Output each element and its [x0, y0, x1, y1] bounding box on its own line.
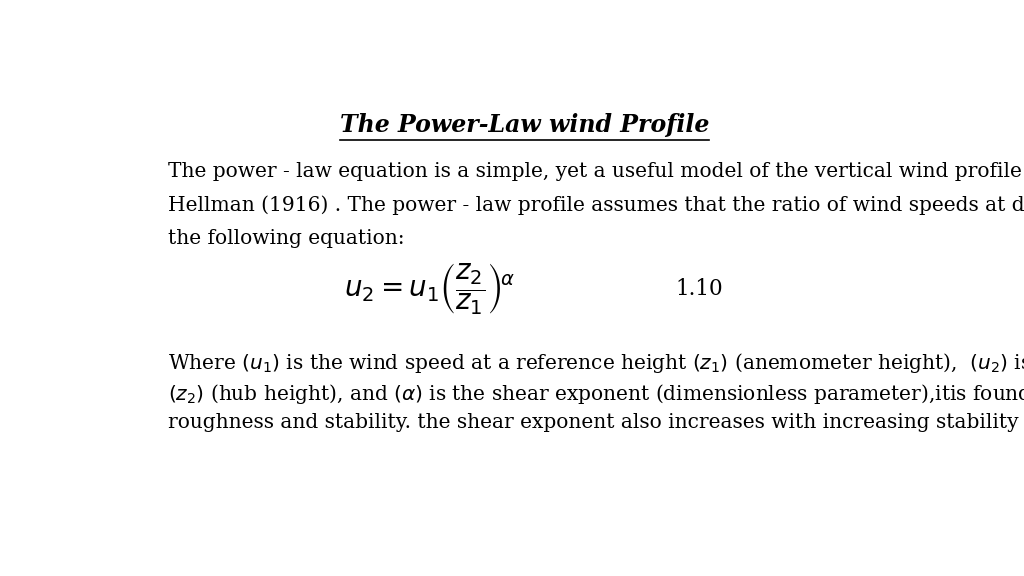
- Text: the following equation:: the following equation:: [168, 229, 404, 248]
- Text: The Power-Law wind Profile: The Power-Law wind Profile: [340, 113, 710, 138]
- Text: 1.10: 1.10: [676, 278, 723, 300]
- Text: Where $(u_1)$ is the wind speed at a reference height $(z_1)$ (anemometer height: Where $(u_1)$ is the wind speed at a ref…: [168, 351, 1024, 375]
- Text: The power - law equation is a simple, yet a useful model of the vertical wind pr: The power - law equation is a simple, ye…: [168, 162, 1024, 181]
- Text: roughness and stability. the shear exponent also increases with increasing stabi: roughness and stability. the shear expon…: [168, 413, 1024, 432]
- Text: $u_2 = u_1 \left(\dfrac{z_2}{z_1}\right)^{\!\alpha}$: $u_2 = u_1 \left(\dfrac{z_2}{z_1}\right)…: [344, 261, 515, 316]
- Text: Hellman (1916) . The power - law profile assumes that the ratio of wind speeds a: Hellman (1916) . The power - law profile…: [168, 195, 1024, 215]
- Text: $(z_2)$ (hub height), and $(\alpha)$ is the shear exponent (dimensionless parame: $(z_2)$ (hub height), and $(\alpha)$ is …: [168, 382, 1024, 406]
